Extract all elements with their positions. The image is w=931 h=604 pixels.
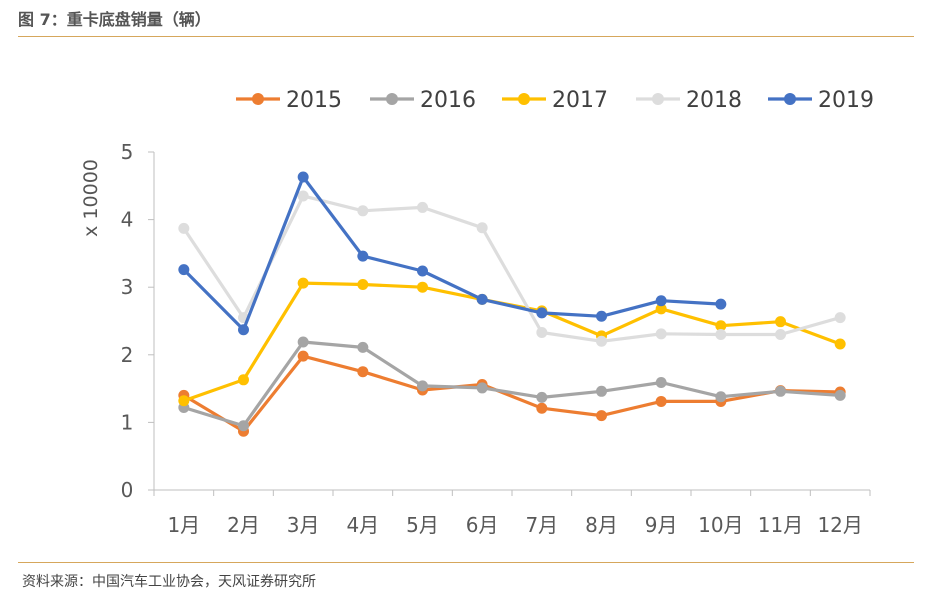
source-note: 资料来源：中国汽车工业协会，天风证券研究所 xyxy=(22,574,316,590)
x-tick-label: 4月 xyxy=(346,513,379,537)
data-point-2015 xyxy=(536,402,548,414)
x-tick-label: 3月 xyxy=(287,513,320,537)
data-point-2017 xyxy=(775,316,786,328)
data-point-2017 xyxy=(238,374,249,386)
legend-label: 2016 xyxy=(420,88,476,113)
x-tick-label: 8月 xyxy=(585,513,618,537)
legend-label: 2015 xyxy=(286,88,342,113)
data-point-2018 xyxy=(596,335,607,347)
data-point-2017 xyxy=(178,395,190,407)
data-point-2019 xyxy=(715,298,727,310)
data-point-2016 xyxy=(834,389,846,401)
data-point-2018 xyxy=(417,201,428,213)
data-point-2017 xyxy=(655,303,667,315)
data-point-2016 xyxy=(655,377,667,389)
data-point-2019 xyxy=(536,307,548,319)
data-point-2016 xyxy=(357,341,369,353)
data-point-2018 xyxy=(476,222,488,234)
chart-axes xyxy=(148,151,871,496)
data-point-2016 xyxy=(715,391,727,403)
data-point-2018 xyxy=(178,222,190,234)
data-point-2016 xyxy=(476,382,488,394)
x-tick-label: 5月 xyxy=(406,513,439,537)
data-point-2019 xyxy=(596,310,607,322)
legend-swatch-marker xyxy=(386,93,398,105)
legend-label: 2017 xyxy=(552,88,608,113)
y-tick-label: 5 xyxy=(121,140,134,164)
footer-divider xyxy=(18,562,914,563)
data-point-2018 xyxy=(357,205,369,217)
series-2018 xyxy=(178,190,846,347)
x-tick-labels: 1月 2月 3月 4月 5月 6月 7月 8月 9月 10月 11月 12月 xyxy=(167,513,862,537)
x-tick-label: 2月 xyxy=(227,513,260,537)
chart-series xyxy=(178,171,846,437)
legend-item-2016: 2016 xyxy=(370,88,476,113)
x-tick-label: 11月 xyxy=(758,513,803,537)
series-line-2015 xyxy=(182,354,842,433)
data-point-2017 xyxy=(715,320,727,332)
data-point-2015 xyxy=(297,350,309,362)
data-point-2018 xyxy=(834,312,846,324)
legend-swatch-marker xyxy=(252,93,264,105)
series-2016 xyxy=(178,336,846,432)
data-point-2016 xyxy=(775,385,786,397)
data-point-2016 xyxy=(417,380,428,392)
legend-item-2018: 2018 xyxy=(636,88,742,113)
data-point-2018 xyxy=(655,328,667,340)
x-tick-label: 6月 xyxy=(466,513,499,537)
data-point-2017 xyxy=(834,338,846,350)
series-line-2018 xyxy=(182,194,842,343)
data-point-2019 xyxy=(357,250,369,262)
data-point-2015 xyxy=(655,395,667,407)
data-point-2019 xyxy=(178,264,190,276)
y-axis-label: x 10000 xyxy=(80,159,102,237)
data-point-2019 xyxy=(476,293,488,305)
legend-swatch-marker xyxy=(784,93,796,105)
data-point-2016 xyxy=(238,420,249,432)
data-point-2017 xyxy=(357,278,369,290)
x-tick-label: 7月 xyxy=(525,513,558,537)
data-point-2016 xyxy=(596,385,607,397)
data-point-2017 xyxy=(297,277,309,289)
y-tick-label: 3 xyxy=(121,275,134,299)
data-point-2019 xyxy=(297,171,309,183)
data-point-2018 xyxy=(297,190,309,202)
series-line-2019 xyxy=(182,175,723,332)
legend-item-2015: 2015 xyxy=(236,88,342,113)
data-point-2018 xyxy=(536,326,548,338)
y-tick-labels: 0 1 2 3 4 5 xyxy=(121,140,134,502)
y-tick-label: 2 xyxy=(121,343,134,367)
legend-swatch-marker xyxy=(652,93,664,105)
title-divider xyxy=(18,36,914,37)
legend-label: 2018 xyxy=(686,88,742,113)
legend-item-2017: 2017 xyxy=(502,88,608,113)
figure-title: 图 7：重卡底盘销量（辆） xyxy=(18,10,211,29)
y-tick-label: 1 xyxy=(121,410,134,434)
series-2019 xyxy=(178,171,727,336)
data-point-2015 xyxy=(357,366,369,378)
y-tick-label: 0 xyxy=(121,478,134,502)
y-tick-label: 4 xyxy=(121,208,134,232)
legend-label: 2019 xyxy=(818,88,874,113)
data-point-2016 xyxy=(297,336,309,348)
data-point-2017 xyxy=(417,281,428,293)
chart-legend: 2015 2016 2017 2018 2019 xyxy=(236,88,874,113)
x-tick-label: 10月 xyxy=(698,513,743,537)
legend-item-2019: 2019 xyxy=(768,88,874,113)
data-point-2019 xyxy=(417,265,428,277)
legend-swatch-marker xyxy=(518,93,530,105)
data-point-2018 xyxy=(775,329,786,341)
data-point-2018 xyxy=(715,329,727,341)
data-point-2015 xyxy=(596,410,607,422)
series-line-2016 xyxy=(182,340,842,428)
data-point-2016 xyxy=(536,391,548,403)
x-tick-label: 12月 xyxy=(817,513,862,537)
data-point-2019 xyxy=(655,295,667,307)
data-point-2019 xyxy=(238,324,249,336)
x-tick-label: 1月 xyxy=(167,513,200,537)
x-tick-label: 9月 xyxy=(645,513,678,537)
